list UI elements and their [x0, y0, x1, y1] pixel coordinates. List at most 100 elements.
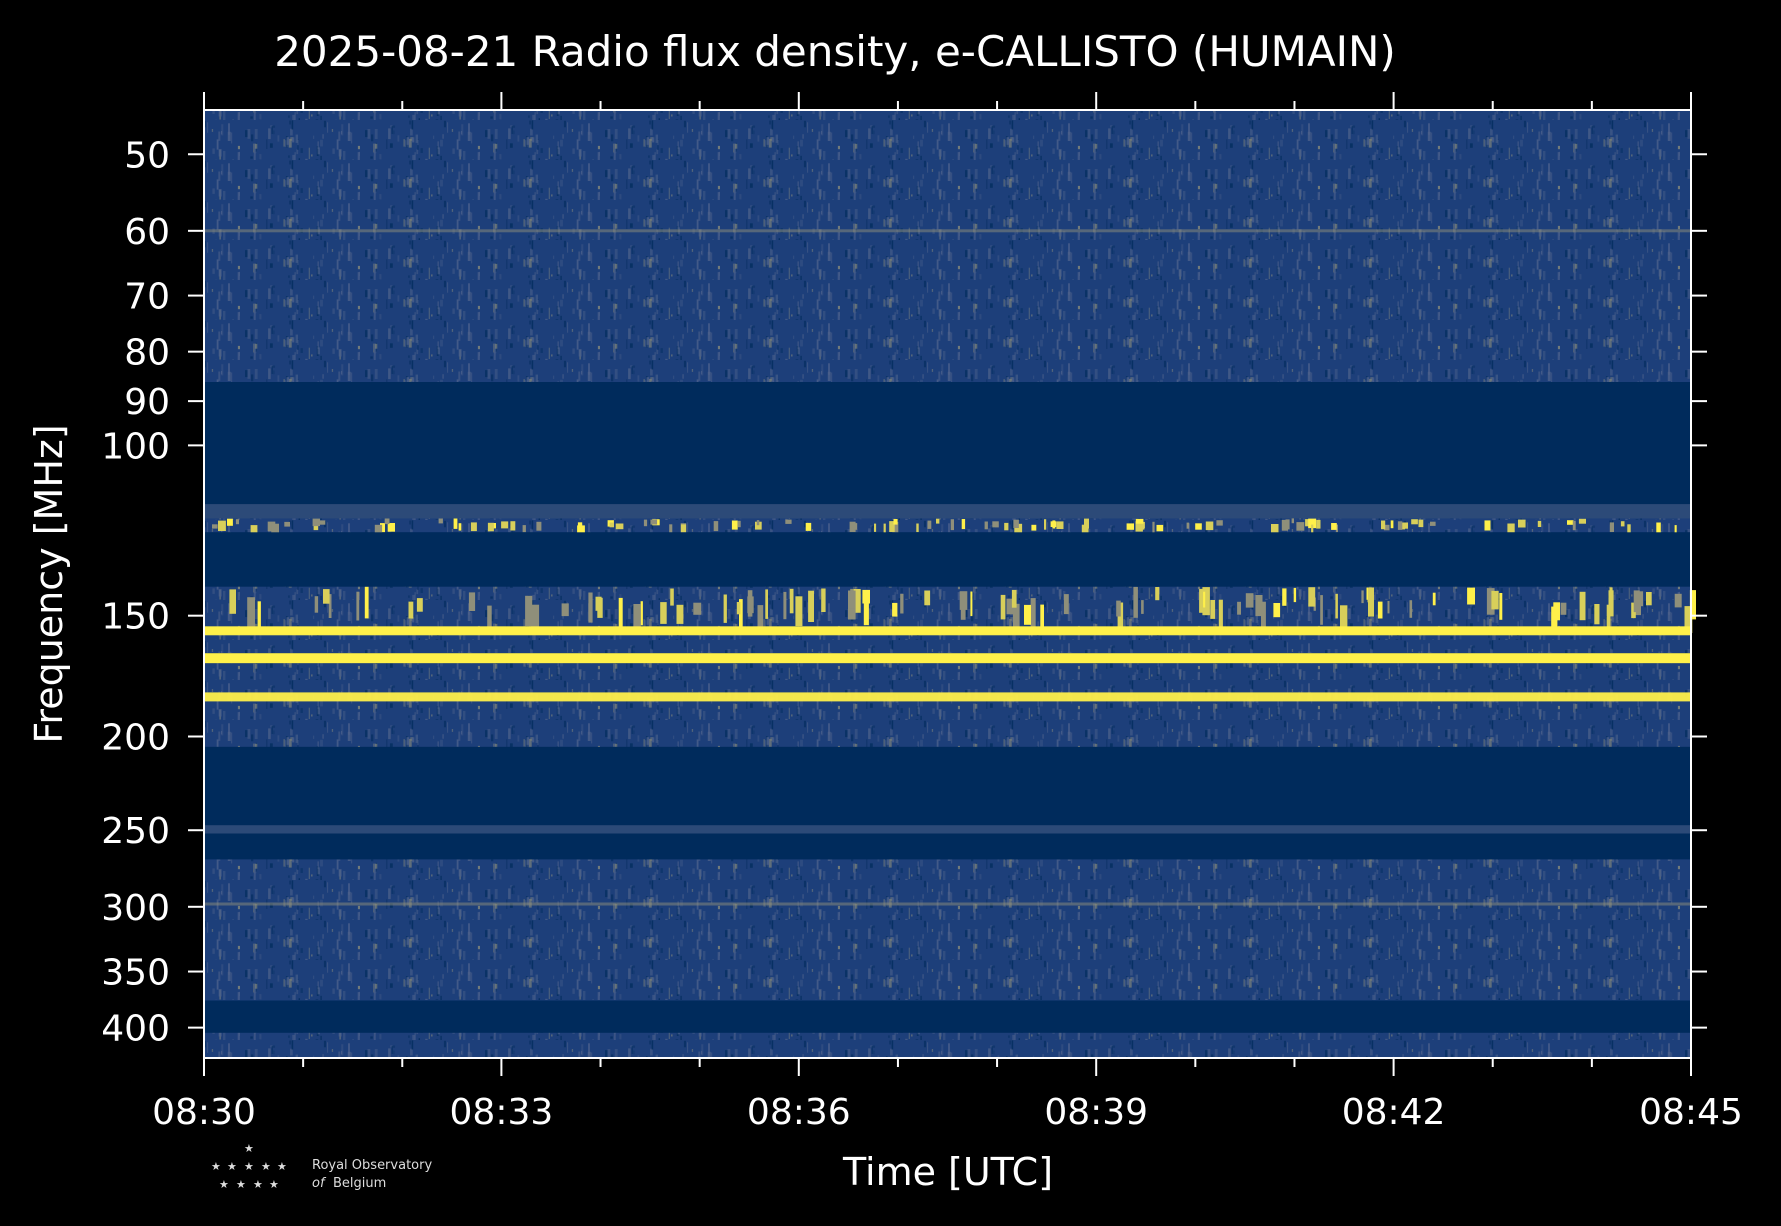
burst-mark [1594, 604, 1600, 625]
burst-mark [1684, 606, 1693, 633]
burst-mark [1004, 522, 1009, 531]
svg-text:★: ★ [261, 1160, 271, 1173]
burst-mark [874, 523, 877, 532]
band-blank [204, 382, 1691, 504]
burst-mark [1012, 603, 1020, 630]
burst-mark [577, 525, 585, 537]
burst-mark [821, 588, 826, 612]
chart-title: 2025-08-21 Radio flux density, e-CALLIST… [274, 27, 1396, 76]
band-noise [204, 663, 1691, 747]
logo-line-1: Royal Observatory [312, 1158, 432, 1173]
burst-mark [795, 596, 803, 627]
burst-mark [1335, 593, 1338, 619]
svg-text:★: ★ [236, 1178, 246, 1191]
burst-mark [1135, 518, 1144, 524]
burst-mark [1627, 524, 1631, 533]
burst-mark [438, 518, 443, 524]
burst-mark [1331, 523, 1337, 530]
burst-mark [755, 521, 762, 530]
burst-mark [1537, 520, 1542, 527]
burst-mark [1052, 520, 1056, 529]
burst-mark [1633, 590, 1640, 613]
burst-mark [1430, 521, 1436, 526]
burst-mark [1031, 524, 1037, 531]
burst-mark [960, 606, 966, 620]
svg-text:★: ★ [253, 1178, 263, 1191]
y-tick-label: 100 [101, 426, 170, 467]
burst-mark [1486, 588, 1495, 615]
burst-mark [765, 589, 768, 619]
burst-mark [380, 523, 385, 533]
burst-mark [1499, 593, 1503, 620]
burst-mark [1141, 600, 1144, 614]
burst-mark [323, 589, 330, 604]
burst-mark [723, 594, 727, 623]
burst-mark [1631, 602, 1636, 619]
emission-line [204, 653, 1691, 663]
burst-mark [1152, 521, 1155, 533]
band-noise [204, 634, 1691, 654]
burst-mark [1135, 521, 1143, 532]
burst-mark [1133, 586, 1138, 618]
x-tick-label: 08:30 [152, 1092, 256, 1133]
burst-mark [1155, 587, 1160, 601]
emission-line [204, 626, 1691, 636]
burst-mark [1368, 587, 1374, 617]
burst-mark [470, 522, 477, 532]
burst-mark [1418, 519, 1424, 528]
burst-mark [1646, 592, 1652, 606]
burst-mark [1281, 519, 1288, 531]
burst-mark [747, 596, 754, 614]
burst-mark [1293, 587, 1297, 603]
burst-mark [408, 601, 414, 619]
burst-mark [1397, 521, 1403, 530]
burst-mark [229, 589, 236, 614]
burst-mark [1296, 522, 1305, 531]
burst-mark [1014, 523, 1023, 535]
y-tick-label: 350 [101, 953, 170, 994]
burst-mark [1311, 524, 1314, 533]
burst-mark [757, 605, 764, 628]
burst-mark [1689, 590, 1696, 620]
burst-mark [1305, 519, 1309, 527]
burst-mark [501, 521, 509, 529]
burst-mark [314, 596, 319, 613]
burst-mark [1308, 518, 1317, 529]
svg-text:★: ★ [211, 1160, 221, 1173]
burst-mark [1255, 595, 1263, 617]
x-axis: 08:30 08:33 08:36 08:39 08:42 08:45 [152, 92, 1743, 1133]
emission-line [204, 692, 1691, 702]
y-tick-label: 90 [124, 382, 170, 423]
burst-mark [561, 603, 569, 617]
burst-mark [693, 602, 702, 615]
y-tick-label: 300 [101, 888, 170, 929]
burst-mark [1606, 604, 1611, 632]
svg-text:★: ★ [227, 1160, 237, 1173]
burst-mark [992, 521, 999, 528]
burst-mark [1366, 587, 1370, 600]
burst-mark [984, 521, 988, 530]
burst-mark [892, 602, 898, 617]
burst-mark [670, 588, 674, 606]
svg-text:★: ★ [277, 1160, 287, 1173]
burst-mark [1390, 520, 1394, 529]
burst-mark [536, 521, 542, 531]
y-tick-label: 150 [101, 597, 170, 638]
royal-observatory-logo: ★ ★ ★ ★ ★ ★ ★ ★ ★ ★ Royal Observatory of Bel… [211, 1142, 432, 1191]
burst-mark [783, 591, 787, 620]
plot-frame [203, 109, 1692, 1059]
burst-mark [863, 597, 869, 626]
burst-mark [271, 523, 279, 535]
burst-mark [492, 523, 496, 529]
burst-mark [1320, 595, 1323, 625]
burst-mark [1637, 591, 1644, 607]
band-blank [204, 833, 1691, 860]
burst-mark [1006, 598, 1014, 615]
band-noise [204, 1032, 1691, 1058]
svg-text:★: ★ [269, 1178, 279, 1191]
burst-mark [1308, 587, 1316, 607]
burst-mark [1202, 587, 1210, 616]
burst-mark [416, 598, 423, 612]
burst-mark [328, 594, 332, 618]
